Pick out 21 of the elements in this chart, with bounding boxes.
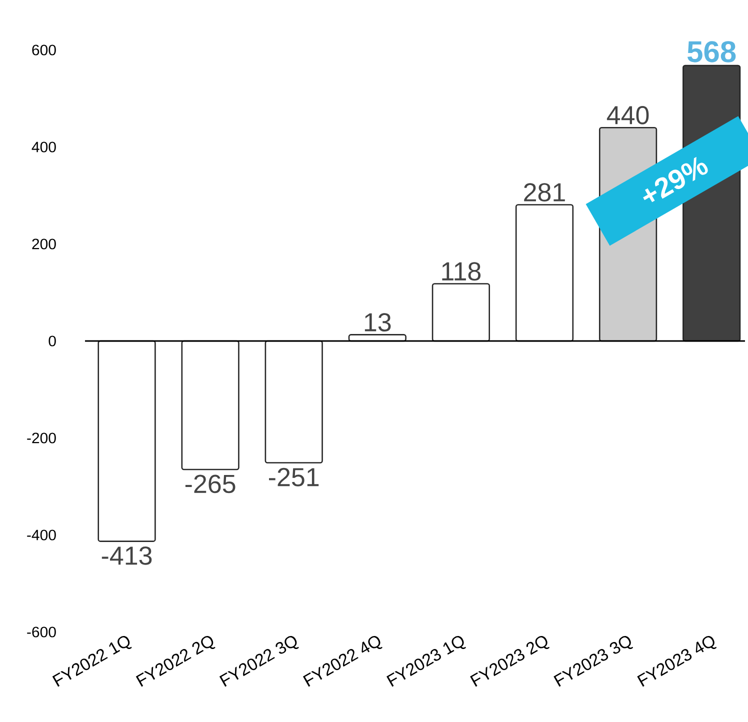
y-tick-label: -600 xyxy=(27,626,56,638)
y-tick-label: 200 xyxy=(32,238,56,250)
y-tick-label: 600 xyxy=(32,44,56,56)
data-label: -413 xyxy=(102,546,152,565)
data-label: 118 xyxy=(442,262,481,281)
annotation: +29% xyxy=(643,156,708,202)
bar xyxy=(181,340,240,470)
y-tick-label: -400 xyxy=(27,530,56,540)
bar xyxy=(98,340,156,542)
data-label: -251 xyxy=(268,468,319,486)
data-label: 13 xyxy=(364,313,391,332)
y-tick-label: -200 xyxy=(27,432,56,444)
y-tick-label: 400 xyxy=(32,142,56,152)
y-tick-label: 0 xyxy=(48,336,56,346)
data-label: 440 xyxy=(606,106,649,124)
data-label: 568 xyxy=(687,41,736,62)
bar xyxy=(432,283,490,342)
data-label: 281 xyxy=(524,183,565,202)
bar xyxy=(264,340,323,464)
bar xyxy=(515,204,574,342)
data-label: -265 xyxy=(185,474,236,494)
